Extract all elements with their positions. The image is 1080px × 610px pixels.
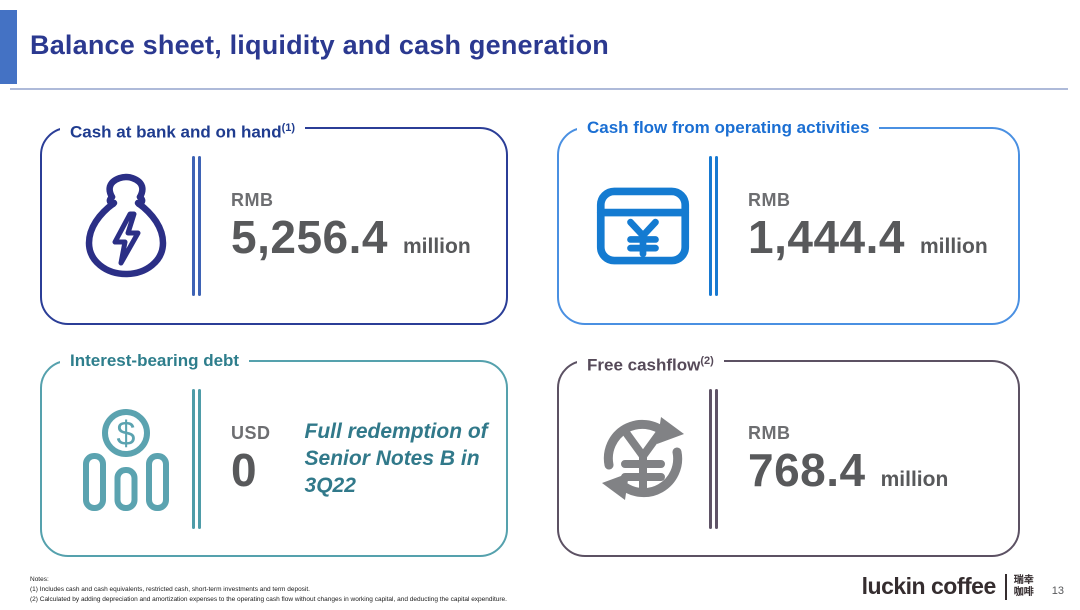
metric-unit: million <box>402 235 471 259</box>
footnotes: Notes: (1) Includes cash and cash equiva… <box>30 575 507 605</box>
vertical-divider <box>709 388 718 529</box>
title-accent-bar <box>0 10 17 84</box>
card-cash-at-bank: Cash at bank and on hand(1) RMB 5,256.4 … <box>40 116 508 325</box>
payment-card-yuan-icon <box>591 182 695 270</box>
card-free-cashflow: Free cashflow(2) RMB 768.4 million <box>557 349 1020 557</box>
brand-logo: luckin coffee <box>861 573 997 599</box>
brand-chinese-name: 瑞幸 咖啡 <box>1013 575 1034 598</box>
card-body: $ USD 0 Full redemption of Senior Notes … <box>42 362 506 555</box>
brand-footer: luckin coffee 瑞幸 咖啡 13 <box>862 573 1064 600</box>
footnote-1: (1) Includes cash and cash equivalents, … <box>30 585 310 593</box>
footnote-2: (2) Calculated by adding depreciation an… <box>30 595 507 603</box>
metric-unit: million <box>880 467 949 491</box>
card-body: RMB 1,444.4 million <box>559 129 1018 323</box>
card-title: Free cashflow(2) <box>577 349 724 378</box>
card-title: Cash at bank and on hand(1) <box>60 116 306 145</box>
currency-label: RMB <box>748 190 791 211</box>
metric-value: 768.4 <box>748 443 866 496</box>
footnote-marker: (1) <box>281 122 296 134</box>
vertical-divider <box>709 156 718 296</box>
vertical-divider <box>192 388 201 529</box>
footnote-marker: (2) <box>700 355 714 367</box>
card-interest-bearing-debt: Interest-bearing debt $ USD 0 Full redem… <box>40 349 508 557</box>
page-title: Balance sheet, liquidity and cash genera… <box>30 30 609 60</box>
metric-value: 5,256.4 <box>231 211 388 264</box>
footnotes-label: Notes: <box>30 575 49 583</box>
card-title: Interest-bearing debt <box>60 349 250 373</box>
metric-value: 1,444.4 <box>748 211 905 264</box>
metric: RMB 768.4 million <box>748 423 948 494</box>
card-body: RMB 5,256.4 million <box>42 129 506 323</box>
svg-text:$: $ <box>117 415 136 453</box>
currency-label: RMB <box>748 422 791 443</box>
metric-value: 0 <box>231 443 258 496</box>
redemption-note: Full redemption of Senior Notes B in 3Q2… <box>304 419 488 498</box>
metric: RMB 1,444.4 million <box>748 190 988 261</box>
metric: RMB 5,256.4 million <box>231 190 471 261</box>
currency-label: RMB <box>231 190 274 211</box>
brand-separator <box>1004 573 1007 600</box>
metric: USD 0 <box>231 423 271 494</box>
card-operating-cash-flow: Cash flow from operating activities RMB … <box>557 116 1020 325</box>
cycle-yuan-icon <box>591 411 695 506</box>
vertical-divider <box>192 156 201 296</box>
header-divider <box>10 88 1068 90</box>
card-title: Cash flow from operating activities <box>577 116 880 140</box>
money-bag-lightning-icon <box>74 170 178 282</box>
metric-unit: million <box>919 235 988 259</box>
currency-label: USD <box>231 422 271 443</box>
page-number: 13 <box>1051 585 1064 597</box>
card-body: RMB 768.4 million <box>559 362 1018 555</box>
bar-chart-dollar-icon: $ <box>74 404 178 514</box>
